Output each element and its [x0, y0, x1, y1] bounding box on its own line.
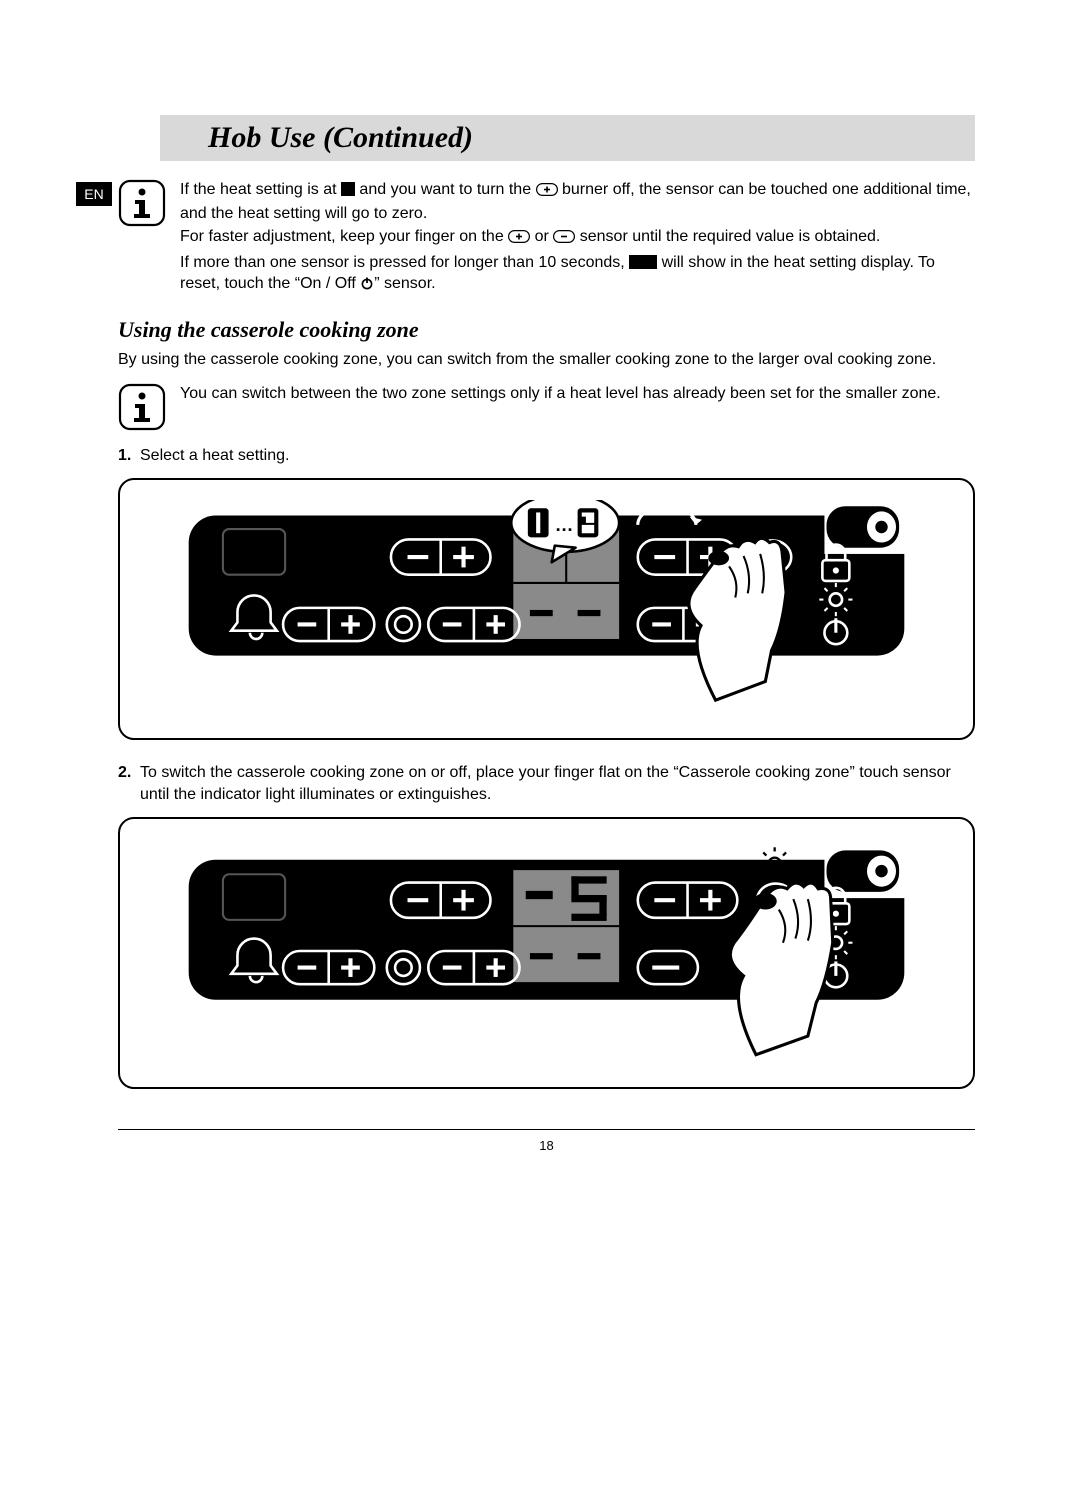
section-title: Hob Use (Continued): [208, 121, 975, 155]
solid-square-icon: [341, 182, 355, 196]
figure-2-casserole-toggle: [118, 817, 975, 1089]
info-icon: [118, 383, 166, 431]
language-badge: EN: [76, 182, 112, 206]
step-1: Select a heat setting.: [118, 445, 975, 467]
figure-1-select-heat: …: [118, 478, 975, 740]
info-icon: [118, 179, 166, 227]
step-2: To switch the casserole cooking zone on …: [118, 762, 975, 805]
info-note-1: If the heat setting is at and you want t…: [118, 179, 975, 299]
plus-sensor-icon: [508, 228, 530, 250]
subheading-casserole: Using the casserole cooking zone: [118, 317, 975, 343]
info2-text: You can switch between the two zone sett…: [180, 383, 975, 405]
info-note-2: You can switch between the two zone sett…: [118, 383, 975, 431]
page-number: 18: [539, 1138, 553, 1153]
minus-sensor-icon: [553, 228, 575, 250]
info1-line1: If the heat setting is at and you want t…: [180, 179, 975, 224]
plus-sensor-icon: [536, 181, 558, 203]
svg-text:…: …: [555, 514, 574, 535]
info1-line2: For faster adjustment, keep your finger …: [180, 226, 975, 250]
section-title-bar: Hob Use (Continued): [160, 115, 975, 161]
page-footer: 18: [118, 1129, 975, 1153]
solid-rect-icon: [629, 255, 657, 269]
casserole-intro: By using the casserole cooking zone, you…: [118, 349, 975, 371]
power-icon: [360, 275, 374, 297]
info1-line3: If more than one sensor is pressed for l…: [180, 252, 975, 297]
